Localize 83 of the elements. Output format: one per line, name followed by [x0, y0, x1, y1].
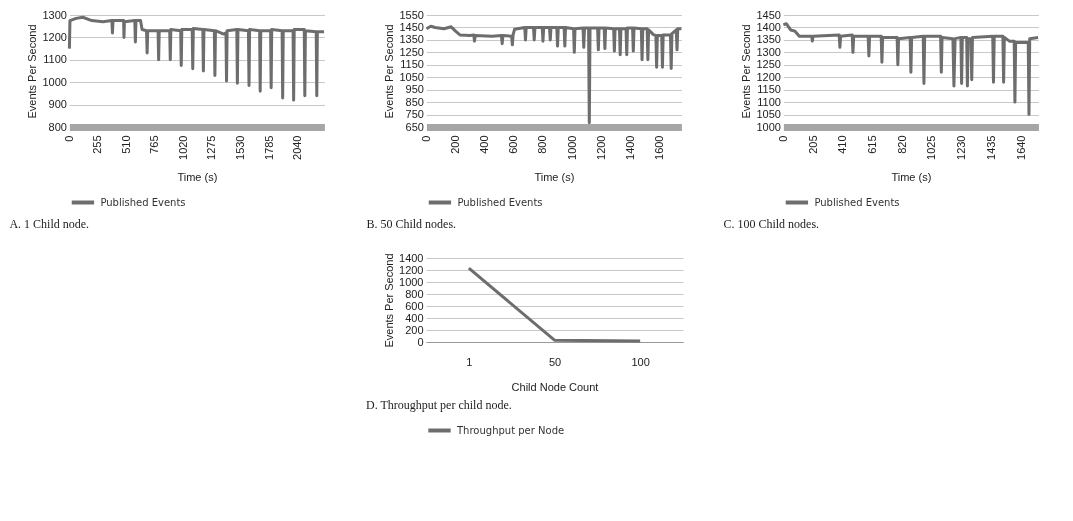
legend-label: Published Events: [457, 196, 543, 208]
y-tick-label: 1250: [756, 58, 781, 71]
y-tick-label: 1000: [756, 120, 781, 133]
y-tick-label: 800: [48, 120, 67, 133]
y-tick-label: 1150: [400, 58, 424, 71]
y-tick-label: 1450: [399, 20, 424, 33]
x-tick-label: 600: [507, 135, 520, 154]
y-tick-label: 900: [48, 98, 67, 111]
y-tick-label: 1050: [399, 70, 424, 83]
x-axis-title: Child Node Count: [511, 380, 599, 393]
x-tick-label: 1785: [262, 135, 275, 160]
x-tick-label: 1230: [955, 135, 968, 160]
x-tick-label: 1000: [565, 135, 578, 160]
x-tick-label: 50: [548, 355, 562, 368]
y-tick-label: 750: [405, 108, 424, 121]
x-tick-label: 400: [478, 135, 491, 154]
x-tick-label: 765: [148, 135, 161, 154]
x-tick-label: 0: [419, 135, 432, 142]
text: B. 50 Child nodes.: [366, 217, 457, 231]
y-tick-label: 1300: [42, 8, 67, 21]
x-tick-label: 0: [62, 135, 75, 142]
x-tick-label: 1020: [176, 135, 189, 160]
y-axis-title: Events Per Second: [383, 253, 396, 348]
y-axis-title: Events Per Second: [740, 24, 753, 119]
line-series: [781, 22, 1040, 117]
y-tick-label: 1350: [756, 33, 781, 46]
legend-label: Published Events: [100, 196, 186, 208]
x-axis-title: Time (s): [891, 170, 932, 183]
y-tick-label: 1400: [399, 251, 424, 264]
x-tick-label: 410: [836, 135, 849, 154]
y-tick-label: 950: [405, 83, 424, 96]
y-tick-label: 1400: [756, 20, 781, 33]
y-tick-label: 1200: [42, 30, 67, 43]
x-tick-label: 615: [866, 135, 878, 154]
legend-label: Published Events: [814, 196, 900, 208]
x-tick-label: 1200: [594, 135, 607, 160]
y-tick-label: 1100: [757, 95, 781, 108]
y-tick-label: 650: [405, 120, 424, 133]
y-tick-label: 1300: [756, 45, 781, 58]
y-tick-label: 1200: [756, 70, 781, 83]
x-tick-label: 800: [536, 135, 549, 154]
y-tick-label: 200: [405, 323, 424, 336]
y-tick-label: 1450: [756, 8, 781, 21]
y-tick-label: 1000: [42, 75, 67, 88]
y-tick-label: 1000: [399, 275, 424, 288]
legend-label: Throughput per Node: [456, 424, 565, 436]
x-tick-label: 200: [449, 135, 462, 154]
y-axis-title: Events Per Second: [383, 24, 396, 119]
x-tick-label: 100: [631, 355, 650, 368]
y-axis-title: Events Per Second: [26, 24, 39, 119]
x-tick-label: 1600: [653, 135, 666, 160]
line-series: [67, 15, 326, 102]
x-axis-title: Time (s): [534, 170, 575, 183]
y-tick-label: 1050: [756, 108, 781, 121]
y-tick-label: 1100: [43, 53, 67, 66]
y-tick-label: 1250: [399, 45, 424, 58]
x-tick-label: 1530: [234, 135, 247, 160]
y-tick-label: 400: [405, 311, 424, 324]
x-tick-label: 1: [466, 355, 473, 368]
x-tick-label: 510: [119, 135, 132, 154]
x-tick-label: 255: [91, 135, 104, 154]
text: C. 100 Child nodes.: [723, 217, 820, 231]
y-tick-label: 1350: [399, 33, 424, 46]
x-axis-title: Time (s): [177, 170, 218, 183]
y-tick-label: 1200: [399, 263, 424, 276]
y-tick-label: 800: [405, 287, 424, 300]
x-tick-label: 0: [776, 135, 789, 142]
x-tick-label: 1640: [1014, 135, 1027, 160]
y-tick-label: 1150: [757, 83, 781, 96]
y-tick-label: 600: [405, 299, 424, 312]
x-tick-label: 820: [895, 135, 908, 154]
line-series: [424, 24, 683, 125]
x-tick-label: 1275: [205, 135, 218, 160]
x-tick-label: 1025: [925, 135, 938, 160]
text: D. Throughput per child node.: [366, 398, 512, 412]
x-tick-label: 2040: [291, 135, 304, 160]
y-tick-label: 850: [405, 95, 424, 108]
y-tick-label: 1550: [399, 8, 424, 21]
x-tick-label: 1435: [984, 135, 997, 160]
y-tick-label: 0: [417, 335, 424, 348]
x-tick-label: 205: [806, 135, 819, 154]
text: A. 1 Child node.: [9, 217, 90, 231]
x-tick-label: 1400: [623, 135, 636, 160]
